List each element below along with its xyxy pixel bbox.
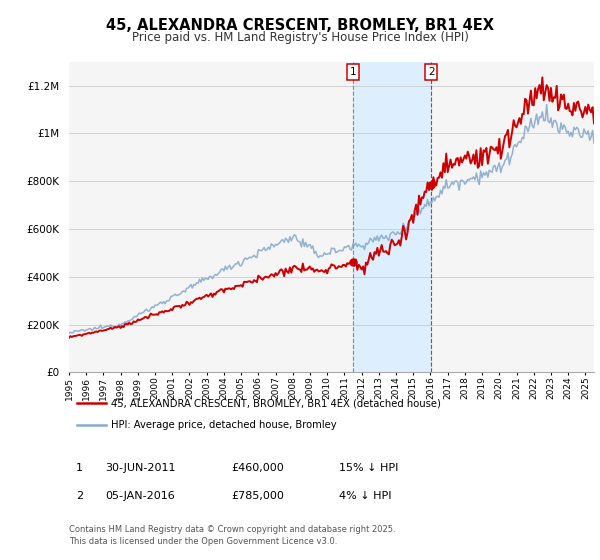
Text: 30-JUN-2011: 30-JUN-2011	[105, 463, 176, 473]
Text: 2: 2	[428, 67, 434, 77]
Text: 4% ↓ HPI: 4% ↓ HPI	[339, 491, 391, 501]
Text: Price paid vs. HM Land Registry's House Price Index (HPI): Price paid vs. HM Land Registry's House …	[131, 31, 469, 44]
Text: 15% ↓ HPI: 15% ↓ HPI	[339, 463, 398, 473]
Bar	[353, 62, 431, 372]
Text: 1: 1	[350, 67, 356, 77]
Text: £460,000: £460,000	[231, 463, 284, 473]
Text: 2: 2	[76, 491, 83, 501]
Text: HPI: Average price, detached house, Bromley: HPI: Average price, detached house, Brom…	[111, 420, 337, 430]
Text: 45, ALEXANDRA CRESCENT, BROMLEY, BR1 4EX: 45, ALEXANDRA CRESCENT, BROMLEY, BR1 4EX	[106, 18, 494, 33]
Text: 45, ALEXANDRA CRESCENT, BROMLEY, BR1 4EX (detached house): 45, ALEXANDRA CRESCENT, BROMLEY, BR1 4EX…	[111, 398, 441, 408]
Text: £785,000: £785,000	[231, 491, 284, 501]
Text: 05-JAN-2016: 05-JAN-2016	[105, 491, 175, 501]
Text: Contains HM Land Registry data © Crown copyright and database right 2025.
This d: Contains HM Land Registry data © Crown c…	[69, 525, 395, 546]
Text: 1: 1	[76, 463, 83, 473]
